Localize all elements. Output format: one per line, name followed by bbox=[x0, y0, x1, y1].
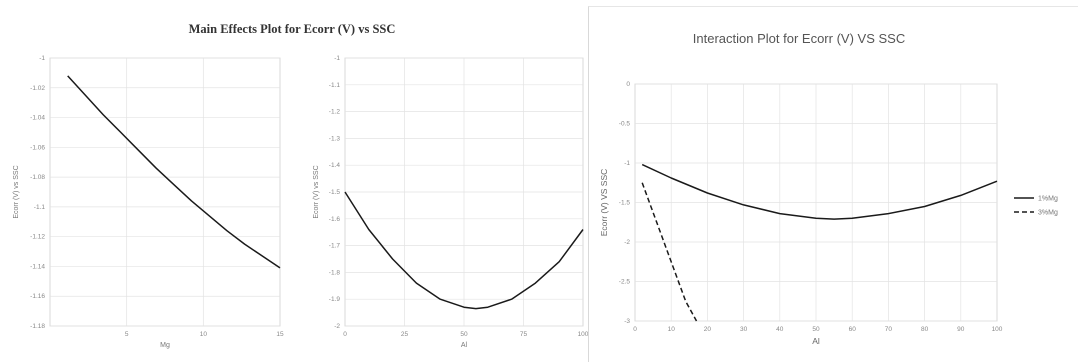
x-tick-label: 15 bbox=[276, 331, 284, 338]
x-axis-label: Al bbox=[461, 342, 468, 349]
y-tick-label: -1.06 bbox=[30, 144, 45, 151]
y-tick-label: -1.16 bbox=[30, 293, 45, 300]
y-tick-label: -1.04 bbox=[30, 115, 45, 122]
y-tick-label: -1.2 bbox=[329, 109, 341, 116]
y-tick-label: -2.5 bbox=[619, 279, 631, 286]
y-tick-label: -1.3 bbox=[329, 135, 341, 142]
legend-label: 1%Mg bbox=[1038, 196, 1058, 203]
y-tick-label: -1 bbox=[624, 160, 630, 167]
x-axis-label: Mg bbox=[160, 342, 170, 349]
y-tick-label: -1.4 bbox=[329, 162, 341, 169]
y-tick-label: -2 bbox=[624, 239, 630, 246]
x-tick-label: 30 bbox=[740, 326, 748, 333]
y-tick-label: -1.02 bbox=[30, 85, 45, 92]
y-tick-label: -1.5 bbox=[329, 189, 341, 196]
x-axis-label: Al bbox=[812, 336, 820, 346]
series-line-3%Mg bbox=[641, 182, 698, 322]
x-tick-label: 80 bbox=[921, 326, 929, 333]
y-tick-label: -1 bbox=[39, 55, 45, 62]
main-effects-panel: Main Effects Plot for Ecorr (V) vs SSC -… bbox=[13, 22, 589, 349]
y-tick-label: -1.18 bbox=[30, 323, 45, 330]
x-tick-label: 60 bbox=[849, 326, 857, 333]
main-effects-charts: -1 -1.02 -1.04 -1.06 -1.08 -1.1 -1.12 -1.14 -1.1… bbox=[13, 55, 589, 349]
y-tick-label: 0 bbox=[626, 81, 630, 88]
y-tick-label: -1.1 bbox=[329, 82, 341, 89]
series-line bbox=[344, 191, 584, 310]
y-tick-label: -0.5 bbox=[619, 121, 631, 128]
interaction-title: Interaction Plot for Ecorr (V) VS SSC bbox=[692, 31, 906, 46]
x-tick-label: 100 bbox=[578, 331, 589, 338]
series-line bbox=[67, 75, 281, 269]
x-tick-label: 40 bbox=[776, 326, 784, 333]
main-effects-title: Main Effects Plot for Ecorr (V) vs SSC bbox=[188, 22, 396, 36]
y-tick-label: -1 bbox=[334, 55, 340, 62]
y-axis-label: Ecorr (V) vs SSC bbox=[13, 165, 20, 218]
y-tick-label: -2 bbox=[334, 323, 340, 330]
y-tick-label: -1.7 bbox=[329, 243, 341, 250]
x-tick-label: 100 bbox=[992, 326, 1003, 333]
x-tick-label: 5 bbox=[125, 331, 129, 338]
x-tick-label: 10 bbox=[668, 326, 676, 333]
plot-area bbox=[49, 57, 281, 327]
y-tick-label: -1.08 bbox=[30, 174, 45, 181]
y-axis-label: Ecorr (V) VS SSC bbox=[599, 169, 609, 237]
y-tick-label: -1.14 bbox=[30, 263, 45, 270]
y-tick-label: -1.1 bbox=[34, 204, 46, 211]
x-tick-label: 50 bbox=[812, 326, 820, 333]
x-tick-label: 75 bbox=[520, 331, 528, 338]
x-tick-label: 50 bbox=[460, 331, 468, 338]
y-tick-label: -3 bbox=[624, 318, 630, 325]
y-tick-label: -1.6 bbox=[329, 216, 341, 223]
y-axis-label: Ecorr (V) vs SSC bbox=[313, 165, 320, 218]
y-tick-label: -1.12 bbox=[30, 234, 45, 241]
interaction-chart: 0-0.5-1-1.5-2-2.5-30 10 20 30 40 50 60 70 80 90 10… bbox=[599, 81, 1058, 346]
y-tick-label: -1.8 bbox=[329, 269, 341, 276]
x-tick-label: 90 bbox=[957, 326, 965, 333]
y-tick-label: -1.9 bbox=[329, 296, 341, 303]
y-tick-label: -1.5 bbox=[619, 200, 631, 207]
x-tick-label: 70 bbox=[885, 326, 893, 333]
series-line-1%Mg bbox=[641, 163, 998, 220]
x-tick-label: 20 bbox=[704, 326, 712, 333]
x-tick-label: 0 bbox=[343, 331, 347, 338]
x-tick-label: 25 bbox=[401, 331, 409, 338]
legend-label: 3%Mg bbox=[1038, 210, 1058, 217]
x-tick-label: 10 bbox=[200, 331, 208, 338]
x-tick-label: 0 bbox=[633, 326, 637, 333]
interaction-panel: Interaction Plot for Ecorr (V) VS SSC 0-… bbox=[588, 6, 1078, 362]
